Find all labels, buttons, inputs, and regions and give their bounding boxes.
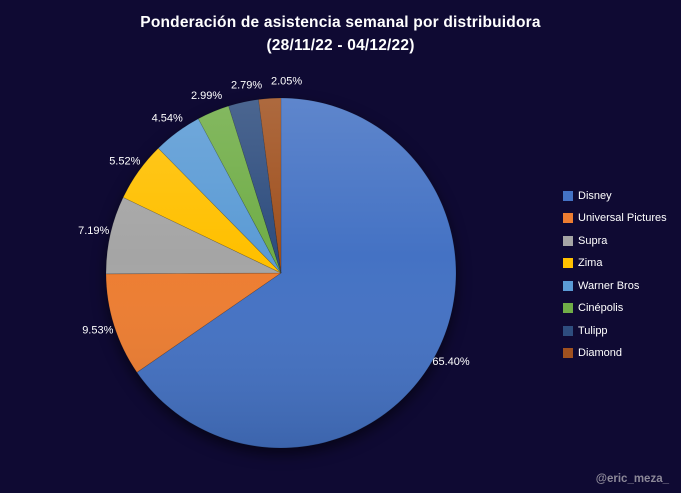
legend-swatch-universal-pictures xyxy=(563,213,573,223)
data-label-disney: 65.40% xyxy=(432,356,470,368)
data-label-zima: 5.52% xyxy=(109,155,140,167)
chart-title-line2: (28/11/22 - 04/12/22) xyxy=(266,37,415,54)
legend-item-warner-bros: Warner Bros xyxy=(563,279,667,292)
watermark-handle: @eric_meza_ xyxy=(595,473,669,485)
data-label-warner-bros: 4.54% xyxy=(152,112,183,124)
pie-labels-group: 65.40% 9.53% 7.19% 5.52% 4.54% 2.99% 2.79% 2.05… xyxy=(78,75,470,368)
pie-slices-group xyxy=(105,97,457,449)
legend-label-supra: Supra xyxy=(578,234,608,247)
legend-swatch-disney xyxy=(563,190,573,201)
legend-item-tulipp: Tulipp xyxy=(563,324,667,337)
legend-label-warner-bros: Warner Bros xyxy=(578,279,640,292)
legend-item-universal-pictures: Universal Pictures xyxy=(563,212,667,225)
legend-item-zima: Zima xyxy=(563,257,667,270)
legend-label-diamond: Diamond xyxy=(578,347,623,359)
legend-label-cinepolis: Cinépolis xyxy=(578,302,624,314)
legend-item-disney: Disney xyxy=(563,189,667,202)
legend-item-diamond: Diamond xyxy=(563,347,667,360)
chart-legend: Disney Universal Pictures Supra Zima Warner … xyxy=(563,189,667,369)
legend-item-supra: Supra xyxy=(563,234,667,247)
data-label-diamond: 2.05% xyxy=(271,75,302,87)
legend-swatch-supra xyxy=(563,235,573,246)
data-label-cinepolis: 2.99% xyxy=(191,90,222,102)
chart-title-line1: Ponderación de asistencia semanal por di… xyxy=(140,14,541,31)
chart-title: Ponderación de asistencia semanal por di… xyxy=(0,11,681,57)
legend-label-disney: Disney xyxy=(578,189,612,202)
legend-label-universal-pictures: Universal Pictures xyxy=(578,212,667,224)
legend-swatch-warner-bros xyxy=(563,280,573,291)
legend-swatch-cinepolis xyxy=(563,303,573,313)
legend-label-tulipp: Tulipp xyxy=(578,324,608,337)
legend-swatch-zima xyxy=(563,258,573,268)
data-label-tulipp: 2.79% xyxy=(231,79,262,91)
data-label-supra: 7.19% xyxy=(78,225,109,237)
legend-swatch-diamond xyxy=(563,348,573,358)
legend-swatch-tulipp xyxy=(563,325,573,336)
data-label-universal-pictures: 9.53% xyxy=(82,324,113,336)
legend-label-zima: Zima xyxy=(578,257,603,269)
legend-item-cinepolis: Cinépolis xyxy=(563,302,667,315)
